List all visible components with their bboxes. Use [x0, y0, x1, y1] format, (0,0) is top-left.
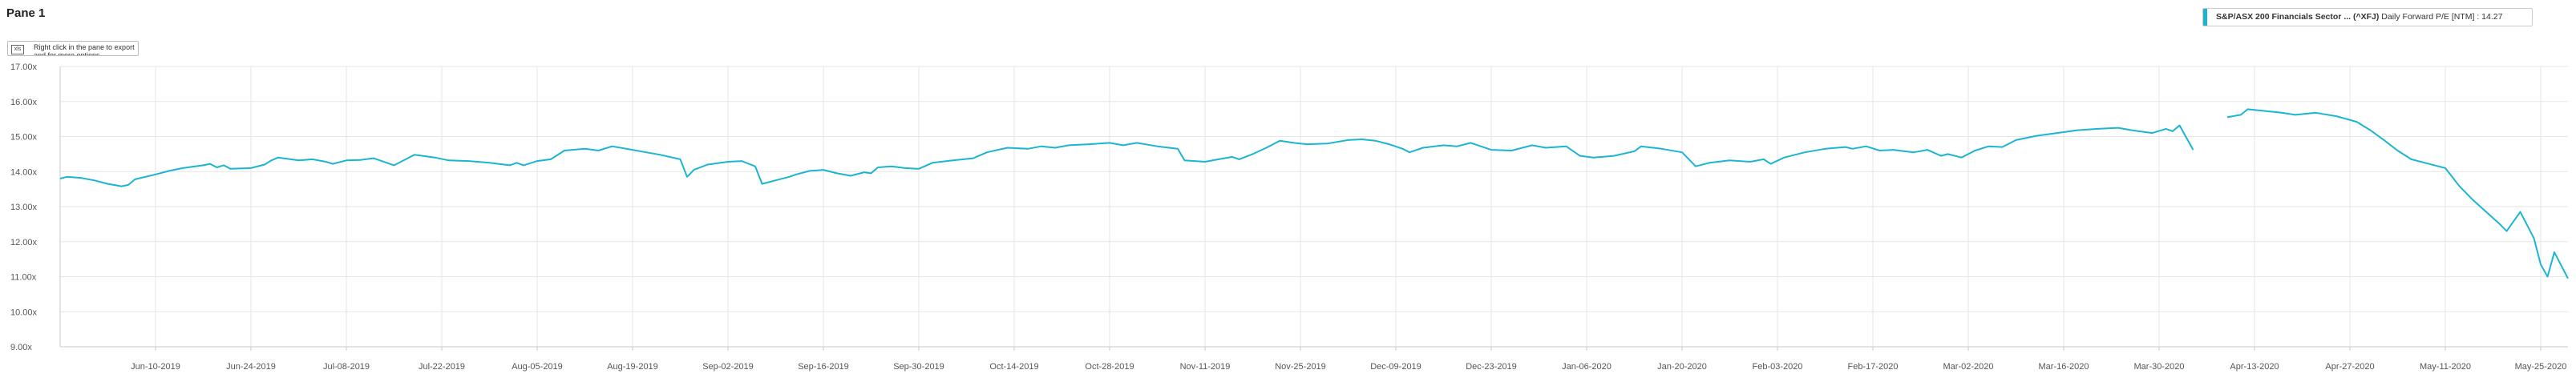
x-tick-label: Dec-23-2019	[1466, 362, 1517, 372]
series-line	[2226, 108, 2569, 279]
legend-series-name: S&P/ASX 200 Financials Sector ... (^XFJ)	[2216, 12, 2380, 22]
x-tick-label: Sep-16-2019	[798, 362, 849, 372]
x-tick-label: Oct-14-2019	[989, 362, 1038, 372]
x-tick-label: May-11-2020	[2420, 362, 2471, 372]
y-tick-label: 12.00x	[10, 238, 38, 247]
legend-series-desc: Daily Forward P/E [NTM] : 14.27	[2381, 12, 2503, 22]
series-lines	[59, 108, 2569, 279]
y-tick-label: 14.00x	[10, 167, 38, 177]
chart-legend[interactable]: S&P/ASX 200 Financials Sector ... (^XFJ)…	[2202, 8, 2533, 26]
x-tick-label: Mar-02-2020	[1943, 362, 1994, 372]
x-tick-label: Mar-30-2020	[2134, 362, 2185, 372]
x-tick-label: May-25-2020	[2515, 362, 2567, 372]
x-tick-label: Sep-02-2019	[702, 362, 754, 372]
x-tick-label: Nov-25-2019	[1275, 362, 1326, 372]
y-tick-label: 16.00x	[10, 98, 38, 107]
x-tick-label: Aug-19-2019	[607, 362, 658, 372]
axes: 9.00x 10.00x 11.00x 12.00x 13.00x 14.00x 15.00…	[10, 62, 2568, 372]
y-tick-label: 9.00x	[10, 343, 32, 352]
x-tick-label: Mar-16-2020	[2039, 362, 2089, 372]
y-tick-label: 17.00x	[10, 62, 38, 72]
y-tick-label: 11.00x	[10, 273, 37, 283]
series-line	[59, 124, 2194, 187]
x-tick-label: Sep-30-2019	[893, 362, 944, 372]
export-hint[interactable]: xls Right click in the pane to export an…	[7, 41, 139, 56]
export-hint-text: Right click in the pane to export and fo…	[34, 43, 135, 56]
x-tick-label: Feb-03-2020	[1753, 362, 1803, 372]
x-tick-label: Nov-11-2019	[1180, 362, 1231, 372]
x-tick-label: Jul-22-2019	[419, 362, 465, 372]
y-tick-label: 10.00x	[10, 308, 38, 317]
x-tick-label: Apr-27-2020	[2325, 362, 2374, 372]
x-tick-label: Feb-17-2020	[1848, 362, 1899, 372]
x-tick-label: Dec-09-2019	[1370, 362, 1421, 372]
x-tick-label: Aug-05-2019	[512, 362, 563, 372]
legend-label: S&P/ASX 200 Financials Sector ... (^XFJ)…	[2216, 12, 2502, 22]
y-tick-label: 15.00x	[10, 133, 38, 143]
legend-swatch	[2203, 9, 2207, 26]
x-tick-label: Jul-08-2019	[323, 362, 370, 372]
pane-title: Pane 1	[6, 6, 46, 20]
grid-lines	[60, 66, 2568, 347]
excel-export-icon[interactable]: xls	[11, 45, 24, 54]
x-tick-label: Oct-28-2019	[1085, 362, 1134, 372]
x-tick-label: Jun-24-2019	[226, 362, 276, 372]
x-tick-label: Apr-13-2020	[2230, 362, 2279, 372]
x-tick-label: Jan-20-2020	[1657, 362, 1707, 372]
y-tick-label: 13.00x	[10, 203, 38, 212]
x-tick-label: Jun-10-2019	[131, 362, 180, 372]
x-tick-label: Jan-06-2020	[1562, 362, 1612, 372]
